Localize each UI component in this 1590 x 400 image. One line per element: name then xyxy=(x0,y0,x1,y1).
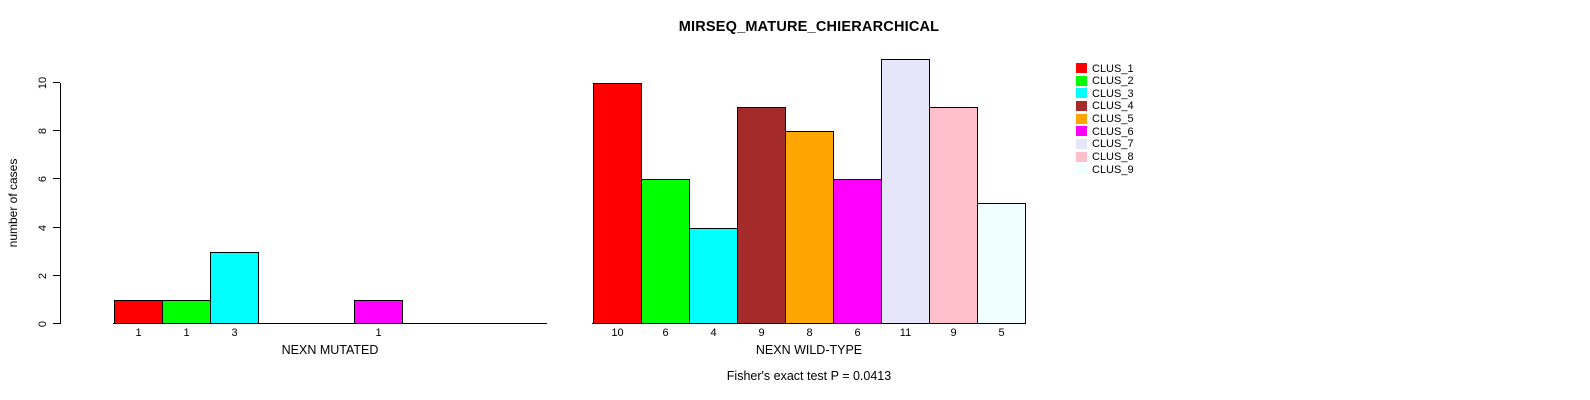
legend-swatch-clus_8 xyxy=(1076,151,1087,162)
fisher-test-annotation: Fisher's exact test P = 0.0413 xyxy=(726,369,892,383)
bar-wild-type-clus_4 xyxy=(737,107,786,324)
legend-label-clus_4: CLUS_4 xyxy=(1092,100,1134,113)
bar-wild-type-clus_8 xyxy=(929,107,978,324)
bar-wild-type-clus_6 xyxy=(833,179,882,324)
legend-swatch-clus_9 xyxy=(1076,164,1087,175)
legend-label-clus_5: CLUS_5 xyxy=(1092,113,1134,126)
bar-value-label: 6 xyxy=(854,327,861,339)
bar-value-label: 10 xyxy=(611,327,624,339)
bar-wild-type-clus_2 xyxy=(641,179,690,324)
y-tick-label: 8 xyxy=(37,127,49,134)
y-tick-label: 10 xyxy=(37,76,49,89)
bar-value-label: 1 xyxy=(183,327,190,339)
y-tick-label: 6 xyxy=(37,175,49,182)
legend-label-clus_8: CLUS_8 xyxy=(1092,151,1134,164)
y-tick-mark xyxy=(53,82,60,83)
y-tick-mark xyxy=(53,130,60,131)
bar-wild-type-clus_9 xyxy=(977,203,1026,324)
x-axis-label-mutated: NEXN MUTATED xyxy=(281,343,379,357)
y-axis-title: number of cases xyxy=(6,158,20,248)
bar-wild-type-clus_1 xyxy=(593,83,642,324)
y-tick-label: 4 xyxy=(37,224,49,231)
bar-mutated-clus_1 xyxy=(114,300,163,324)
legend-swatch-clus_2 xyxy=(1076,75,1087,86)
bar-value-label: 9 xyxy=(950,327,957,339)
y-tick-mark xyxy=(53,275,60,276)
bar-value-label: 1 xyxy=(375,327,382,339)
legend-label-clus_3: CLUS_3 xyxy=(1092,87,1134,100)
bar-wild-type-clus_7 xyxy=(881,59,930,324)
legend-swatch-clus_3 xyxy=(1076,88,1087,99)
y-tick-mark xyxy=(53,227,60,228)
legend-label-clus_6: CLUS_6 xyxy=(1092,125,1134,138)
bar-value-label: 9 xyxy=(758,327,765,339)
bar-wild-type-clus_5 xyxy=(785,131,834,324)
legend-swatch-clus_5 xyxy=(1076,113,1087,124)
bar-value-label: 4 xyxy=(710,327,717,339)
legend-swatch-clus_1 xyxy=(1076,63,1087,73)
bar-value-label: 6 xyxy=(662,327,669,339)
y-tick-label: 2 xyxy=(37,272,49,279)
legend-label-clus_9: CLUS_9 xyxy=(1092,163,1134,176)
x-axis-label-wildtype: NEXN WILD-TYPE xyxy=(755,343,863,357)
bar-value-label: 3 xyxy=(231,327,238,339)
bar-value-label: 5 xyxy=(998,327,1005,339)
bar-mutated-clus_3 xyxy=(210,252,259,324)
y-tick-mark xyxy=(53,178,60,179)
legend-label-clus_2: CLUS_2 xyxy=(1092,75,1134,88)
legend-label-clus_1: CLUS_1 xyxy=(1092,62,1134,75)
legend-label-clus_7: CLUS_7 xyxy=(1092,138,1134,151)
legend-swatch-clus_7 xyxy=(1076,138,1087,149)
bar-wild-type-clus_3 xyxy=(689,228,738,324)
bar-value-label: 1 xyxy=(135,327,142,339)
x-axis-line-mutated xyxy=(113,323,547,324)
legend-swatch-clus_6 xyxy=(1076,126,1087,137)
chart-title: MIRSEQ_MATURE_CHIERARCHICAL xyxy=(678,19,940,35)
bar-mutated-clus_2 xyxy=(162,300,211,324)
bar-mutated-clus_6 xyxy=(354,300,403,324)
y-tick-label: 0 xyxy=(37,320,49,327)
bar-value-label: 8 xyxy=(806,327,813,339)
legend-swatch-clus_4 xyxy=(1076,100,1087,111)
bar-value-label: 11 xyxy=(899,327,912,339)
y-tick-mark xyxy=(53,323,60,324)
y-axis-line xyxy=(60,83,61,324)
